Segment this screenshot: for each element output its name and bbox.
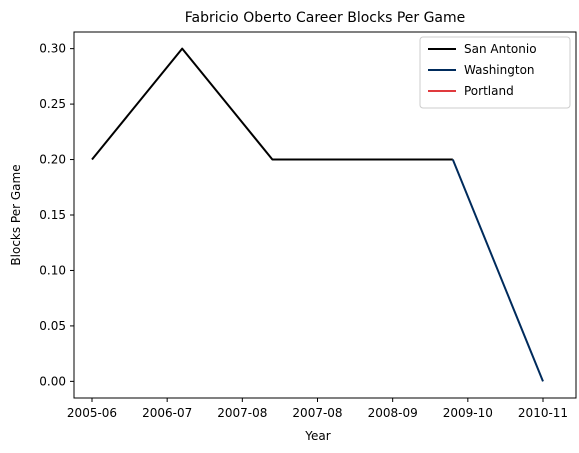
y-tick-label: 0.00 [39, 374, 66, 388]
x-tick-label: 2007-08 [292, 406, 342, 420]
x-tick-label: 2010-11 [518, 406, 568, 420]
series-line [92, 49, 453, 160]
y-axis: 0.00 0.05 0.10 0.15 0.20 0.25 0.30 [39, 42, 74, 389]
x-tick-label: 2006-07 [142, 406, 192, 420]
legend-label: Portland [464, 84, 514, 98]
x-tick-label: 2005-06 [67, 406, 117, 420]
chart-title: Fabricio Oberto Career Blocks Per Game [185, 10, 466, 26]
y-tick-label: 0.30 [39, 42, 66, 56]
x-tick-label: 2007-08 [217, 406, 267, 420]
y-tick-label: 0.05 [39, 319, 66, 333]
legend: San Antonio Washington Portland [420, 37, 570, 108]
series-line [453, 160, 543, 382]
y-tick-label: 0.25 [39, 97, 66, 111]
x-tick-label: 2009-10 [443, 406, 493, 420]
legend-label: Washington [464, 63, 535, 77]
y-tick-label: 0.15 [39, 208, 66, 222]
x-axis-label: Year [304, 429, 330, 443]
x-tick-label: 2008-09 [368, 406, 418, 420]
y-tick-label: 0.10 [39, 263, 66, 277]
x-axis: 2005-06 2006-07 2007-08 2007-08 2008-09 2009-… [67, 398, 568, 420]
y-tick-label: 0.20 [39, 153, 66, 167]
legend-label: San Antonio [464, 42, 537, 56]
y-axis-label: Blocks Per Game [9, 164, 23, 265]
